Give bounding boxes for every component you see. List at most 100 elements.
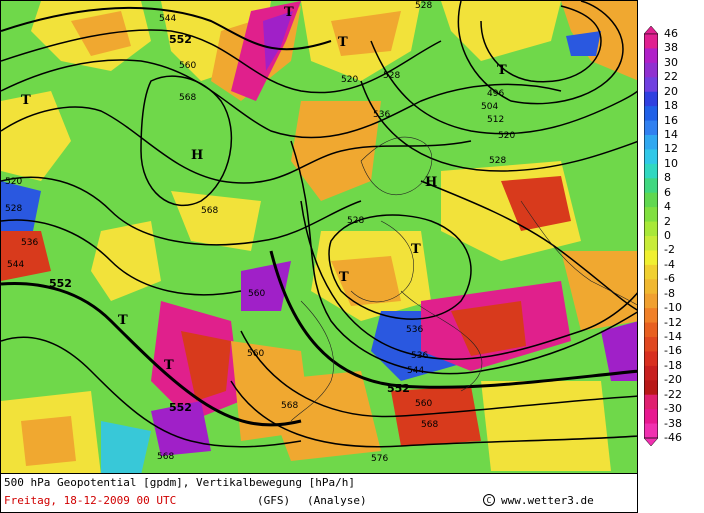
contour-label: 528 (5, 204, 22, 214)
colorbar-segment (644, 322, 658, 338)
colorbar-tick-label: 10 (664, 156, 678, 170)
contour-label: 536 (21, 238, 38, 248)
colorbar-segment (644, 365, 658, 381)
colorbar-tick-label: -22 (664, 387, 682, 401)
contour-label: 552 (169, 401, 192, 414)
colorbar-segment (644, 106, 658, 122)
low-center-marker: T (339, 270, 349, 285)
caption-date: Freitag, 18-12-2009 00 UTC (4, 494, 177, 507)
colorbar-tick-label: -20 (664, 373, 682, 387)
colorbar-tick-label: 30 (664, 55, 678, 69)
colorbar-segment (644, 207, 658, 223)
colorbar-tick-label: 22 (664, 70, 678, 84)
colorbar-tick-label: -8 (664, 286, 675, 300)
colorbar-tick-label: -14 (664, 330, 682, 343)
contour-label: 552 (387, 382, 410, 395)
contour-label: 552 (169, 33, 192, 46)
colorbar-segment (644, 192, 658, 208)
colorbar-segment (644, 221, 658, 237)
colorbar-segment (644, 423, 658, 439)
colorbar-tick-label: -2 (664, 243, 675, 257)
colorbar-segment (644, 293, 658, 309)
contour-label: 512 (487, 115, 504, 125)
contour-labels: 544 552 560 568 520 528 536 528 520 504 … (5, 1, 515, 464)
colorbar-tick-label: 6 (664, 185, 671, 199)
contour-label: 536 (411, 351, 428, 361)
colorbar-tick-label: 14 (664, 128, 678, 141)
contour-label: 536 (373, 110, 390, 120)
contour-label: 496 (487, 89, 504, 99)
contour-label: 520 (498, 131, 515, 141)
contour-label: 568 (179, 93, 196, 103)
contour-label: 568 (157, 452, 174, 462)
colorbar (644, 26, 658, 446)
colorbar-tick-label: -18 (664, 358, 682, 372)
low-center-marker: T (164, 358, 174, 373)
colorbar-segment (644, 163, 658, 179)
contour-label: 568 (421, 420, 438, 430)
low-center-marker: T (21, 93, 31, 108)
colorbar-segment (644, 380, 658, 396)
colorbar-tick-label: -12 (664, 315, 682, 329)
low-center-marker: T (338, 35, 348, 50)
colorbar-segment (644, 279, 658, 295)
coastlines (290, 136, 637, 422)
colorbar-tick-label: -38 (664, 416, 682, 430)
contour-label: 520 (341, 75, 358, 85)
contour-label: 528 (489, 156, 506, 166)
contour-label: 520 (5, 177, 22, 187)
contour-label: 568 (201, 206, 218, 216)
colorbar-segment (644, 62, 658, 78)
colorbar-tick-label: 20 (664, 84, 678, 98)
colorbar-segment (644, 250, 658, 266)
colorbar-top-arrow (644, 26, 658, 35)
contour-label: 560 (179, 61, 196, 71)
colorbar-segment (644, 264, 658, 280)
colorbar-segment (644, 48, 658, 64)
contour-label: 528 (347, 216, 364, 226)
colorbar-segment (644, 120, 658, 136)
contour-label: 560 (248, 289, 265, 299)
colorbar-segment (644, 135, 658, 150)
low-center-marker: T (284, 5, 294, 20)
contour-label: 552 (49, 277, 72, 290)
map-canvas: T T T T T T T T H H H 544 552 560 568 52… (1, 1, 637, 473)
colorbar-tick-label: 4 (664, 200, 671, 214)
contour-label: 528 (415, 1, 432, 11)
low-center-marker: T (497, 63, 507, 78)
contour-label: 528 (383, 71, 400, 81)
colorbar-tick-label: 38 (664, 41, 678, 55)
pressure-centers: T T T T T T T T H H H (21, 5, 507, 373)
colorbar-bottom-arrow (644, 437, 658, 446)
caption-title: 500 hPa Geopotential [gpdm], Vertikalbew… (4, 476, 355, 489)
colorbar-tick-label: -46 (664, 431, 682, 444)
colorbar-segment (644, 236, 658, 251)
colorbar-segment (644, 351, 658, 367)
contour-label: 576 (371, 454, 388, 464)
vertical-motion-field (1, 1, 637, 473)
contour-label: 544 (159, 14, 176, 24)
contour-label: 504 (481, 102, 498, 112)
copyright-icon: C (483, 494, 495, 506)
colorbar-segment (644, 337, 658, 352)
colorbar-segment (644, 34, 658, 49)
colorbar-segment (644, 308, 658, 324)
colorbar-tick-label: 46 (664, 27, 678, 40)
colorbar-frame (644, 33, 658, 439)
colorbar-tick-label: 0 (664, 229, 671, 242)
colorbar-tick-label: -6 (664, 272, 675, 286)
geopotential-contours (1, 1, 637, 448)
colorbar-tick-label: -30 (664, 402, 682, 416)
contour-label: 568 (281, 401, 298, 411)
caption-analysis: (Analyse) (307, 494, 367, 507)
colorbar-tick-label: 8 (664, 171, 671, 185)
low-center-marker: T (118, 313, 128, 328)
colorbar-segment (644, 409, 658, 425)
colorbar-segment (644, 394, 658, 410)
contour-label: 544 (407, 366, 424, 376)
map-caption: 500 hPa Geopotential [gpdm], Vertikalbew… (0, 474, 638, 513)
colorbar-tick-label: -16 (664, 344, 682, 358)
colorbar-tick-label: 16 (664, 113, 678, 127)
contour-label: 544 (7, 260, 24, 270)
low-center-marker: T (411, 242, 421, 257)
